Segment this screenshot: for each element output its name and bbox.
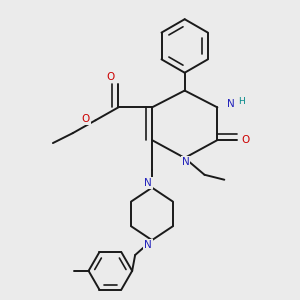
Text: N: N (144, 178, 152, 188)
Text: O: O (241, 135, 249, 145)
Text: O: O (106, 72, 115, 82)
Text: H: H (238, 97, 245, 106)
Text: N: N (182, 157, 190, 167)
Text: N: N (144, 240, 152, 250)
Text: O: O (82, 114, 90, 124)
Text: N: N (227, 99, 235, 110)
